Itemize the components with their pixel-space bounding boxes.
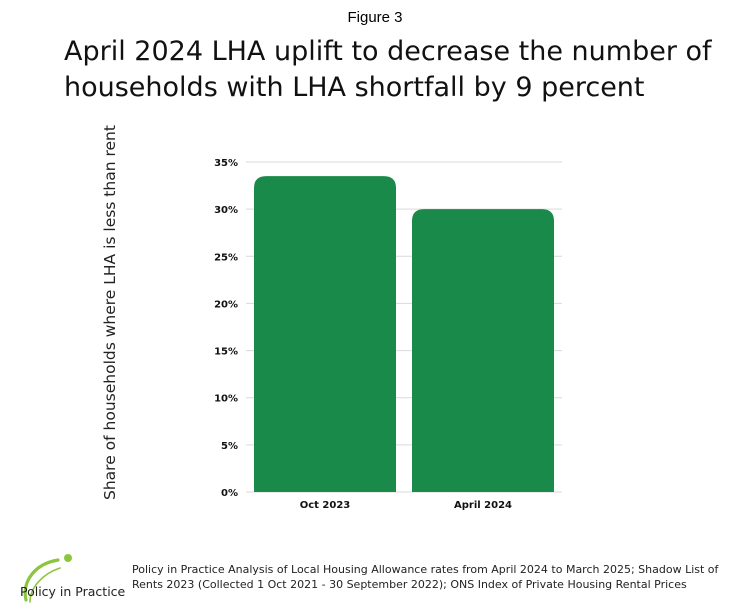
category-labels: Oct 2023 April 2024 xyxy=(300,500,512,511)
category-label: April 2024 xyxy=(454,500,512,511)
category-label: Oct 2023 xyxy=(300,500,351,511)
source-note: Policy in Practice Analysis of Local Hou… xyxy=(132,563,719,591)
y-tick-label: 25% xyxy=(214,252,238,263)
figure-label: Figure 3 xyxy=(347,9,403,26)
y-tick-labels: 0% 5% 10% 15% 20% 25% 30% 35% xyxy=(214,158,238,499)
y-tick-label: 35% xyxy=(214,158,238,169)
bar-oct-2023 xyxy=(254,176,396,492)
y-tick-label: 30% xyxy=(214,205,238,216)
policy-in-practice-logo-icon xyxy=(23,554,72,603)
y-tick-label: 20% xyxy=(214,299,238,310)
bar-april-2024 xyxy=(412,209,554,492)
bars xyxy=(254,176,554,492)
y-tick-label: 15% xyxy=(214,347,238,358)
y-tick-label: 0% xyxy=(221,488,238,499)
chart-title: April 2024 LHA uplift to decrease the nu… xyxy=(64,36,712,103)
logo-text: Policy in Practice xyxy=(20,584,126,599)
y-tick-label: 5% xyxy=(221,441,238,452)
y-tick-label: 10% xyxy=(214,394,238,405)
